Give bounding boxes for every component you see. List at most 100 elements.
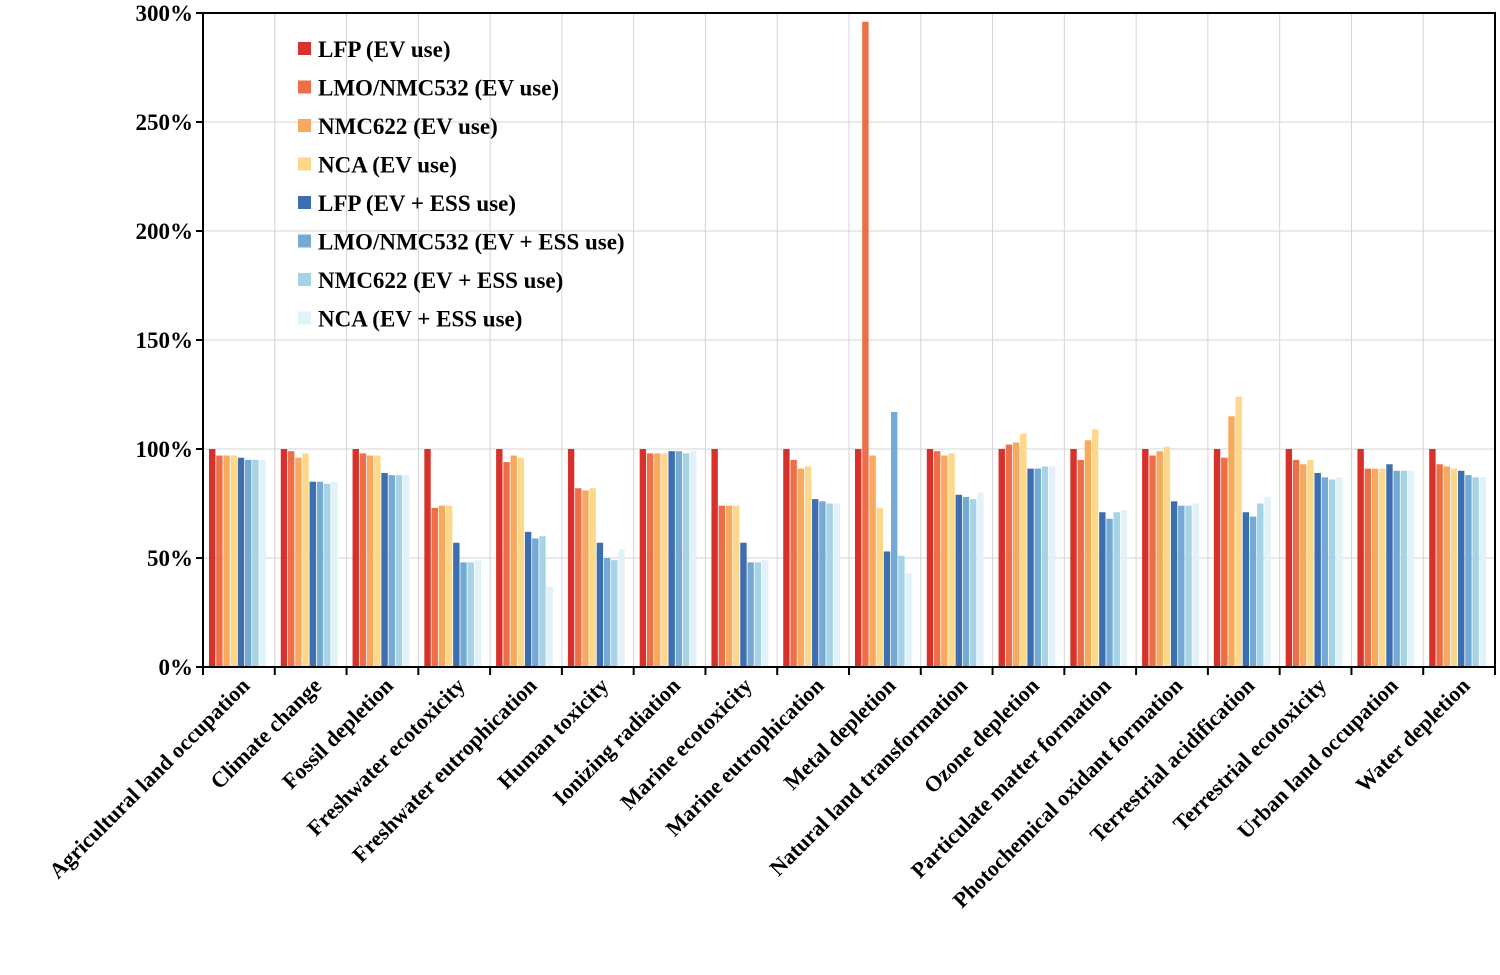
bar bbox=[1371, 468, 1379, 667]
y-axis: 0% 50% 100% 150% 200% 250% 300% bbox=[136, 1, 203, 680]
legend-label: LMO/NMC532 (EV + ESS use) bbox=[318, 230, 625, 255]
bar bbox=[668, 451, 675, 667]
bar bbox=[252, 459, 259, 667]
bar bbox=[331, 481, 338, 667]
bar bbox=[424, 449, 431, 667]
bar bbox=[302, 453, 309, 667]
bar bbox=[733, 505, 740, 667]
legend-label: LFP (EV + ESS use) bbox=[318, 191, 516, 216]
bar bbox=[761, 560, 769, 667]
y-tick-label: 0% bbox=[159, 655, 194, 680]
bar bbox=[1292, 459, 1300, 667]
bar bbox=[517, 457, 525, 667]
bar bbox=[287, 451, 295, 667]
bar bbox=[1041, 466, 1049, 667]
bar bbox=[1163, 446, 1171, 667]
bar bbox=[445, 505, 453, 667]
bar bbox=[431, 507, 438, 667]
bar bbox=[1314, 472, 1321, 667]
bar bbox=[1450, 468, 1458, 667]
bar bbox=[639, 449, 647, 667]
bars bbox=[209, 21, 1487, 668]
legend-swatch bbox=[298, 273, 311, 286]
bar bbox=[1479, 477, 1487, 667]
bar bbox=[933, 451, 941, 667]
bar bbox=[1070, 449, 1077, 667]
legend-swatch bbox=[298, 157, 311, 171]
bar bbox=[216, 455, 223, 667]
y-tick-label: 300% bbox=[136, 1, 194, 26]
y-tick-label: 50% bbox=[147, 546, 193, 571]
bar bbox=[1235, 396, 1242, 667]
bar bbox=[1228, 416, 1235, 667]
legend-label: NCA (EV use) bbox=[318, 153, 457, 178]
gridlines bbox=[203, 12, 1495, 668]
bar bbox=[245, 459, 252, 667]
bar bbox=[295, 457, 302, 667]
bar bbox=[474, 560, 482, 667]
bar bbox=[1458, 470, 1465, 667]
bar bbox=[374, 455, 381, 667]
legend-swatch bbox=[298, 234, 311, 248]
bar bbox=[1012, 442, 1020, 667]
bar bbox=[1034, 468, 1041, 667]
bar bbox=[1429, 449, 1436, 667]
bar bbox=[618, 549, 625, 667]
bar bbox=[1242, 512, 1250, 667]
bar bbox=[804, 466, 812, 667]
bar bbox=[1149, 455, 1156, 667]
bar bbox=[575, 488, 582, 667]
legend-swatch bbox=[298, 311, 311, 325]
bar bbox=[589, 488, 596, 667]
bar bbox=[402, 475, 410, 667]
legend-label: NMC622 (EV use) bbox=[318, 114, 498, 139]
bar bbox=[682, 453, 690, 667]
bar bbox=[1213, 449, 1221, 667]
bar bbox=[539, 536, 546, 667]
bar bbox=[1264, 496, 1271, 667]
y-tick-label: 150% bbox=[136, 328, 194, 353]
bar bbox=[503, 462, 510, 667]
bar bbox=[1005, 444, 1013, 667]
legend-label: LMO/NMC532 (EV use) bbox=[318, 76, 559, 101]
bar bbox=[876, 507, 883, 667]
bar bbox=[309, 481, 316, 667]
bar bbox=[1321, 477, 1329, 667]
bar bbox=[467, 562, 474, 667]
bar bbox=[532, 538, 539, 667]
bar bbox=[1443, 466, 1451, 667]
bar bbox=[1099, 512, 1106, 667]
bar bbox=[259, 459, 266, 667]
bar bbox=[1048, 466, 1056, 667]
bar bbox=[546, 586, 553, 667]
bar bbox=[948, 453, 955, 667]
bar bbox=[962, 496, 970, 667]
bar bbox=[819, 501, 826, 667]
bar bbox=[381, 472, 388, 667]
bar bbox=[223, 455, 230, 667]
bar bbox=[395, 475, 403, 667]
bar bbox=[1400, 470, 1408, 667]
bar bbox=[812, 499, 819, 667]
bar bbox=[1113, 512, 1120, 667]
bar bbox=[977, 492, 984, 667]
bar bbox=[1185, 505, 1192, 667]
bar bbox=[496, 449, 503, 667]
legend: LFP (EV use) LMO/NMC532 (EV use) NMC622 (E… bbox=[298, 37, 625, 332]
bar bbox=[1170, 501, 1178, 667]
bar bbox=[611, 560, 618, 667]
bar bbox=[891, 411, 898, 667]
bar bbox=[1407, 470, 1415, 667]
bar bbox=[352, 449, 359, 667]
bar bbox=[941, 455, 948, 667]
bar bbox=[1300, 464, 1307, 667]
bar bbox=[969, 499, 977, 667]
bar bbox=[754, 562, 762, 667]
bar bbox=[905, 573, 912, 667]
bar bbox=[1077, 459, 1084, 667]
legend-label: LFP (EV use) bbox=[318, 37, 450, 62]
bar bbox=[1364, 468, 1372, 667]
bar bbox=[1379, 468, 1386, 667]
bar bbox=[747, 562, 754, 667]
